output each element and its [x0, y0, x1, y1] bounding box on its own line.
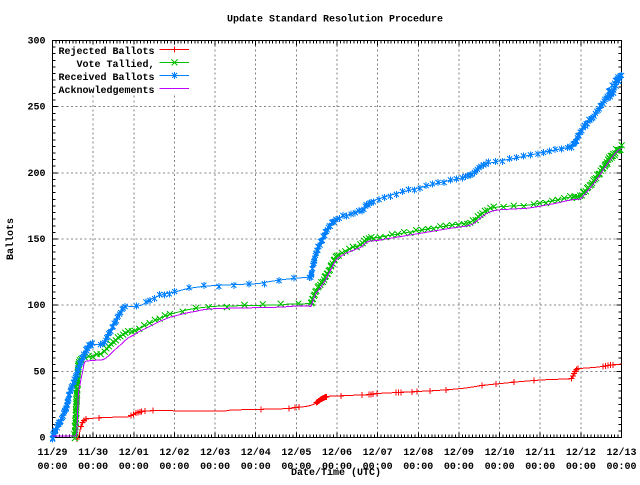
svg-text:300: 300 — [27, 37, 45, 48]
svg-text:00:00: 00:00 — [403, 462, 433, 473]
svg-text:Date/Time (UTC): Date/Time (UTC) — [291, 467, 381, 479]
svg-text:11/30: 11/30 — [78, 447, 108, 459]
svg-text:250: 250 — [27, 103, 45, 114]
svg-text:100: 100 — [27, 301, 45, 312]
svg-text:00:00: 00:00 — [322, 462, 352, 473]
svg-text:50: 50 — [33, 367, 45, 378]
svg-text:00:00: 00:00 — [37, 462, 67, 473]
svg-text:00:00: 00:00 — [525, 462, 555, 473]
svg-text:00:00: 00:00 — [281, 462, 311, 473]
svg-text:Received Ballots: Received Ballots — [58, 72, 154, 84]
svg-text:12/08: 12/08 — [403, 447, 433, 459]
svg-text:00:00: 00:00 — [200, 462, 230, 473]
svg-text:12/01: 12/01 — [119, 447, 149, 459]
svg-text:12/11: 12/11 — [525, 447, 555, 459]
svg-text:00:00: 00:00 — [119, 462, 149, 473]
svg-text:0: 0 — [39, 434, 45, 445]
svg-text:Rejected Ballots: Rejected Ballots — [58, 46, 154, 58]
svg-text:12/10: 12/10 — [485, 447, 515, 459]
svg-text:Vote Tallied,: Vote Tallied, — [76, 59, 154, 71]
svg-text:00:00: 00:00 — [241, 462, 271, 473]
svg-text:12/12: 12/12 — [566, 447, 596, 459]
svg-text:00:00: 00:00 — [606, 462, 636, 473]
svg-text:11/29: 11/29 — [37, 447, 67, 459]
svg-text:00:00: 00:00 — [78, 462, 108, 473]
svg-text:12/03: 12/03 — [200, 447, 230, 459]
svg-text:00:00: 00:00 — [363, 462, 393, 473]
svg-text:12/06: 12/06 — [322, 447, 352, 459]
svg-text:12/13: 12/13 — [606, 447, 636, 459]
svg-text:12/05: 12/05 — [281, 447, 311, 459]
svg-text:00:00: 00:00 — [159, 462, 189, 473]
svg-text:150: 150 — [27, 235, 45, 246]
svg-text:200: 200 — [27, 169, 45, 180]
svg-text:12/04: 12/04 — [241, 447, 271, 459]
svg-text:Ballots: Ballots — [5, 218, 17, 260]
svg-text:12/09: 12/09 — [444, 447, 474, 459]
svg-text:00:00: 00:00 — [485, 462, 515, 473]
svg-text:12/02: 12/02 — [159, 447, 189, 459]
svg-text:12/07: 12/07 — [363, 447, 393, 459]
svg-text:00:00: 00:00 — [566, 462, 596, 473]
svg-text:Update Standard Resolution Pro: Update Standard Resolution Procedure — [227, 14, 443, 26]
svg-text:00:00: 00:00 — [444, 462, 474, 473]
svg-text:Acknowledgements: Acknowledgements — [58, 85, 154, 97]
